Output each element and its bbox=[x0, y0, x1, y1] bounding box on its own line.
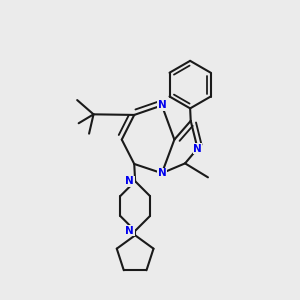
Text: N: N bbox=[125, 226, 134, 236]
Text: N: N bbox=[193, 143, 202, 154]
Text: N: N bbox=[158, 100, 166, 110]
Text: N: N bbox=[125, 176, 134, 186]
Text: N: N bbox=[158, 168, 166, 178]
